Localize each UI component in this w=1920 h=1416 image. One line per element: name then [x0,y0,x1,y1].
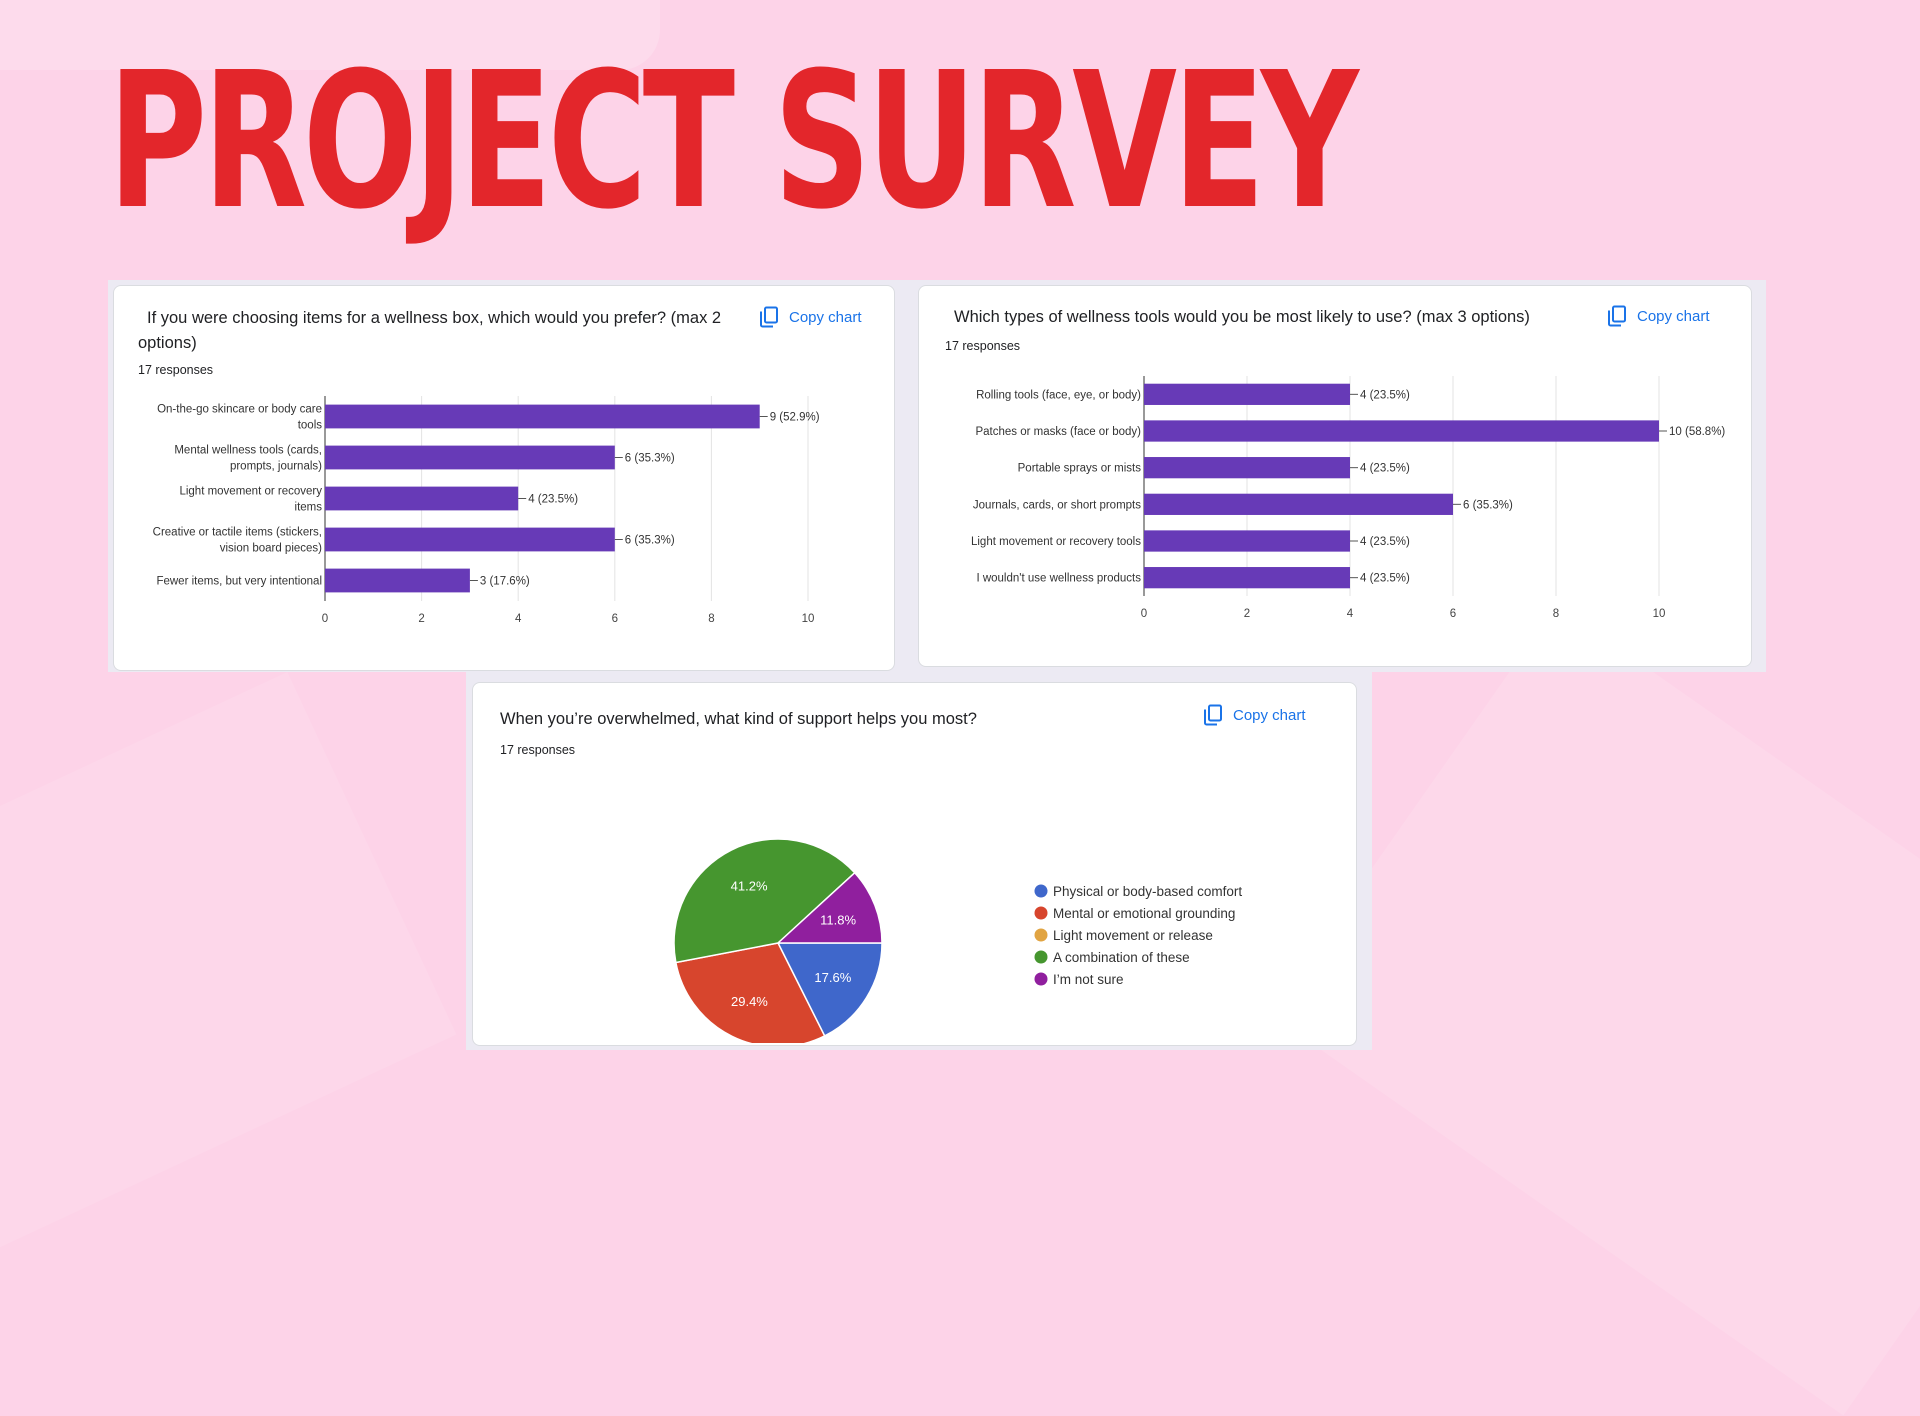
x-tick-label: 2 [418,613,424,625]
bar-chart-wellness-tools: 0 2 4 6 8 10 4 (23.5%) Rolling tools (face, eye… [971,376,1725,620]
category-label: On-the-go skincare or body care [157,404,322,416]
chart-card-support: When you’re overwhelmed, what kind of su… [472,682,1357,1046]
category-label: Light movement or recovery tools [971,536,1141,548]
data-label: 4 (23.5%) [1360,463,1410,475]
legend-marker [1034,972,1048,986]
category-label: tools [298,420,323,432]
slice-label: 41.2% [731,878,768,893]
bar [325,445,615,470]
question-title: When you’re overwhelmed, what kind of su… [500,710,977,728]
copy-chart-button[interactable]: Copy chart [1607,305,1710,327]
data-label: 6 (35.3%) [625,453,675,465]
bar [325,404,760,429]
category-label: Creative or tactile items (stickers, [153,527,322,539]
bar [1144,383,1350,405]
bar [325,486,519,511]
bar [325,527,615,552]
x-tick-label: 8 [1553,608,1559,620]
data-label: 4 (23.5%) [1360,389,1410,401]
category-label: Journals, cards, or short prompts [973,499,1141,511]
chart-card-wellness-box: If you were choosing items for a wellnes… [113,285,895,671]
background-shape [0,671,457,1289]
legend-label: A combination of these [1053,950,1190,965]
x-tick-label: 2 [1244,608,1250,620]
category-label: Rolling tools (face, eye, or body) [976,389,1141,401]
bar [1144,493,1453,515]
x-tick-label: 10 [802,613,815,625]
pie-slice [674,942,826,1043]
pie-slice [776,871,883,944]
legend-marker [1034,884,1048,898]
question-title: Which types of wellness tools would you … [954,308,1530,326]
pie-slice [776,942,883,1037]
data-label: 6 (35.3%) [1463,499,1513,511]
x-tick-label: 6 [1450,608,1456,620]
copy-chart-button[interactable]: Copy chart [1203,704,1306,726]
legend-label: I’m not sure [1053,972,1124,987]
data-label: 3 (17.6%) [480,576,530,588]
chart-card-wellness-tools: Which types of wellness tools would you … [918,285,1752,667]
x-tick-label: 8 [708,613,714,625]
legend-marker [1034,950,1048,964]
category-label: Portable sprays or mists [1018,463,1142,475]
data-label: 6 (35.3%) [625,535,675,547]
page-title: PROJECT SURVEY [108,32,1359,251]
data-label: 9 (52.9%) [770,412,820,424]
category-label: Light movement or recovery [179,486,322,498]
data-label: 4 (23.5%) [1360,573,1410,585]
legend-label: Light movement or release [1053,928,1213,943]
data-label: 4 (23.5%) [1360,536,1410,548]
x-tick-label: 6 [612,613,618,625]
legend-label: Mental or emotional grounding [1053,906,1235,921]
slice-label: 17.6% [814,970,851,985]
copy-chart-label: Copy chart [1637,307,1710,325]
pie-chart-support: 17.6% 29.4% 41.2% 11.8% Physical or body-bas… [673,838,1242,1043]
copy-chart-label: Copy chart [1233,706,1306,724]
bar [1144,530,1350,552]
category-label: Mental wellness tools (cards, [174,445,322,457]
slice-label: 29.4% [731,994,768,1009]
copy-icon [760,306,778,328]
bar [325,568,470,593]
data-label: 10 (58.8%) [1669,426,1725,438]
legend-label: Physical or body-based comfort [1053,884,1242,899]
category-label: I wouldn't use wellness products [976,573,1141,585]
category-label: vision board pieces) [220,543,322,555]
bar [1144,457,1350,479]
response-count: 17 responses [138,363,214,377]
copy-chart-button[interactable]: Copy chart [759,306,862,328]
category-label: Patches or masks (face or body) [975,426,1141,438]
category-label: prompts, journals) [230,461,322,473]
slice-label: 11.8% [820,913,856,928]
category-label: items [295,502,323,514]
legend-marker [1034,928,1048,942]
question-title: If you were choosing items for a wellnes… [138,309,722,352]
bar-chart-wellness-box: 0 2 4 6 8 10 9 (52.9%) On-the-go skincare or bo… [153,396,820,625]
copy-icon [1204,704,1222,726]
bar [1144,567,1350,589]
x-tick-label: 0 [1141,608,1147,620]
x-tick-label: 4 [1347,608,1354,620]
bar [1144,420,1659,442]
x-tick-label: 0 [322,613,328,625]
category-label: Fewer items, but very intentional [156,576,322,588]
x-tick-label: 10 [1653,608,1666,620]
response-count: 17 responses [500,743,576,757]
pie-slice [673,838,856,964]
x-tick-label: 4 [515,613,522,625]
copy-icon [1608,305,1626,327]
copy-chart-label: Copy chart [789,308,862,326]
legend-marker [1034,906,1048,920]
data-label: 4 (23.5%) [528,494,578,506]
response-count: 17 responses [945,339,1021,353]
